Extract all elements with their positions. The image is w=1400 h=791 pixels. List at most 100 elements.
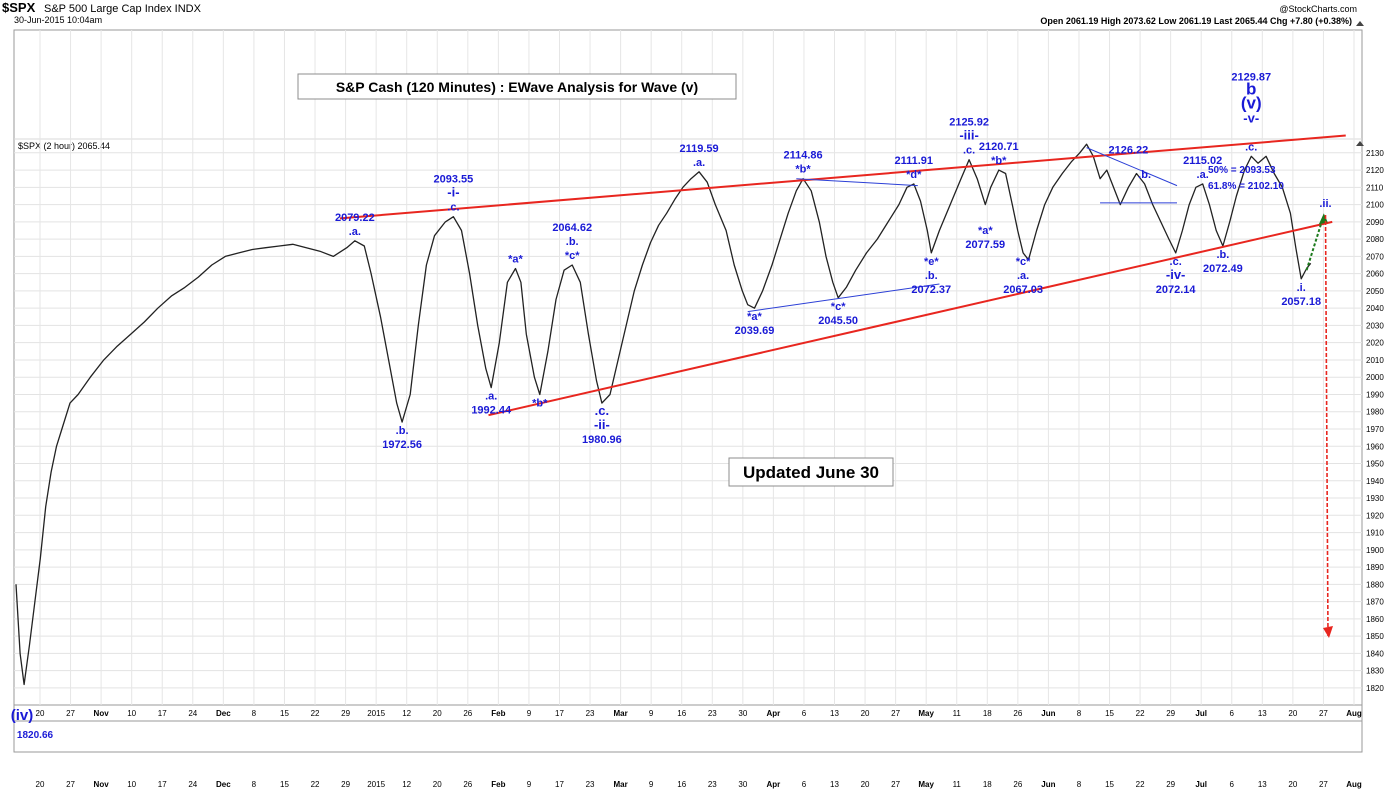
wave-label: *b* [795, 164, 811, 176]
x-tick-label: Dec [216, 709, 231, 718]
red-projection-arrow [1324, 214, 1329, 637]
x-tick-label: Feb [491, 709, 505, 718]
y-tick-label: 2080 [1366, 235, 1384, 244]
y-tick-label: 2070 [1366, 252, 1384, 261]
x-tick-label-bottom: Jul [1195, 780, 1207, 789]
wave-label: 2079.22 [335, 212, 375, 224]
x-tick-label: May [918, 709, 934, 718]
y-tick-label: 2120 [1366, 166, 1384, 175]
x-tick-label: 17 [555, 709, 564, 718]
fib-618-label: 61.8% = 2102.10 [1208, 181, 1284, 192]
x-tick-label-bottom: 20 [861, 780, 870, 789]
x-tick-label: Apr [767, 709, 781, 718]
y-tick-label: 2100 [1366, 201, 1384, 210]
y-tick-label: 1900 [1366, 546, 1384, 555]
x-tick-label-bottom: 27 [66, 780, 75, 789]
y-tick-label: 1840 [1366, 649, 1384, 658]
wave-label: 2067.03 [1003, 284, 1043, 296]
wave-label: .c. [1245, 141, 1257, 153]
wave-label: .b. [396, 425, 409, 437]
ohlc-readout: Open 2061.19 High 2073.62 Low 2061.19 La… [1040, 16, 1352, 26]
x-tick-label: 16 [677, 709, 686, 718]
x-tick-label: 15 [1105, 709, 1114, 718]
y-tick-label: 1920 [1366, 511, 1384, 520]
header-date: 30-Jun-2015 10:04am [14, 15, 102, 25]
x-tick-label: 2015 [367, 709, 385, 718]
wave-label: .c. [1170, 256, 1182, 268]
wave-label: *a* [508, 253, 523, 265]
wave-label: *c* [565, 250, 580, 262]
wave-label: 2125.92 [949, 117, 989, 129]
updated-note: Updated June 30 [743, 463, 879, 482]
x-tick-label-bottom: May [918, 780, 934, 789]
wave-label: .a. [1017, 270, 1029, 282]
wave-label: -iv- [1166, 267, 1186, 282]
x-tick-label-bottom: 30 [738, 780, 747, 789]
x-tick-label-bottom: 27 [891, 780, 900, 789]
x-tick-label-bottom: 10 [127, 780, 136, 789]
upper-trendline [339, 134, 1346, 220]
wave-label: *a* [747, 311, 762, 323]
wave-label: 2045.50 [818, 315, 858, 327]
x-tick-label-bottom: Dec [216, 780, 231, 789]
x-tick-label: 29 [1166, 709, 1175, 718]
wave-label: 2064.62 [552, 222, 592, 234]
x-tick-label: 22 [311, 709, 320, 718]
wave-label: *b* [991, 155, 1007, 167]
x-tick-label: 29 [341, 709, 350, 718]
wave-label: -iii- [959, 128, 979, 143]
y-tick-label: 2130 [1366, 149, 1384, 158]
triangle-upper-line [796, 178, 918, 187]
symbol: $SPX [2, 0, 36, 15]
wave-label: .i. [1297, 282, 1306, 294]
wave-label: *d* [906, 169, 922, 181]
wave-label: 1980.96 [582, 434, 622, 446]
wave-label: .c. [447, 202, 459, 214]
x-tick-label-bottom: 15 [280, 780, 289, 789]
x-tick-label-bottom: 16 [677, 780, 686, 789]
wave-label: 2057.18 [1281, 296, 1321, 308]
wave-label: 2129.87 [1231, 71, 1271, 83]
wave-label: (v) [1241, 93, 1262, 112]
x-tick-label: 24 [188, 709, 197, 718]
x-tick-label: 15 [280, 709, 289, 718]
x-tick-label: 26 [1013, 709, 1022, 718]
wave-label: -v- [1243, 110, 1259, 125]
y-tick-label: 2110 [1366, 183, 1384, 192]
x-tick-label: 8 [1077, 709, 1082, 718]
x-tick-label-bottom: Apr [767, 780, 781, 789]
x-tick-label: 20 [36, 709, 45, 718]
wave-label: *e* [924, 256, 939, 268]
wave-label: b [1246, 79, 1256, 98]
x-tick-label-bottom: 13 [830, 780, 839, 789]
wave-label: 2072.49 [1203, 263, 1243, 275]
x-tick-label: 11 [953, 709, 962, 718]
x-tick-label-bottom: 23 [708, 780, 717, 789]
wave-label: .a. [1197, 169, 1209, 181]
x-tick-label: 27 [1319, 709, 1328, 718]
green-projection-arrow [1305, 218, 1324, 271]
wave-label: .c. [963, 145, 975, 157]
x-tick-label-bottom: 17 [158, 780, 167, 789]
x-tick-label-bottom: 11 [953, 780, 962, 789]
wave-label: .b. [925, 270, 938, 282]
x-tick-label-bottom: 13 [1258, 780, 1267, 789]
wave-label: 1972.56 [382, 439, 422, 451]
x-tick-label: 26 [463, 709, 472, 718]
x-tick-label: 8 [252, 709, 257, 718]
x-tick-label: 30 [738, 709, 747, 718]
y-tick-label: 2090 [1366, 218, 1384, 227]
x-tick-label-bottom: 15 [1105, 780, 1114, 789]
x-tick-label-bottom: Aug [1346, 780, 1362, 789]
x-tick-label: Nov [94, 709, 110, 718]
red-arrowhead [1323, 626, 1333, 638]
title-box [297, 73, 737, 100]
x-tick-label-bottom: 9 [649, 780, 654, 789]
price-line [15, 143, 1312, 686]
wave-label: .b. [1138, 169, 1151, 181]
y-tick-label: 1870 [1366, 598, 1384, 607]
y-tick-label: 2010 [1366, 356, 1384, 365]
x-tick-label-bottom: 2015 [367, 780, 385, 789]
wave-label: .b. [566, 236, 579, 248]
